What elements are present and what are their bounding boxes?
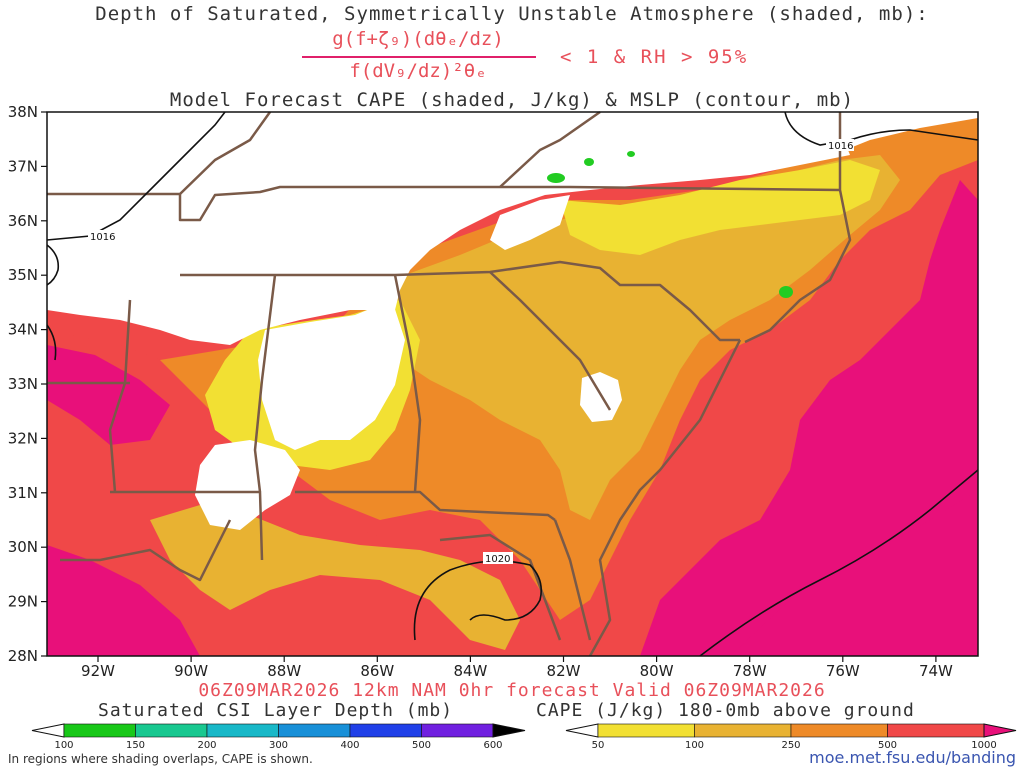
- lon-label: 76W: [826, 662, 860, 680]
- lat-label: 38N: [8, 103, 38, 121]
- colorbar-swatch: [206, 723, 279, 738]
- lat-label: 29N: [8, 593, 38, 611]
- csi-spot: [547, 173, 565, 183]
- colorbar-swatch: [135, 723, 208, 738]
- colorbar-tick-label: 1000: [971, 740, 996, 751]
- lon-label: 90W: [174, 662, 208, 680]
- cape-1000-pocket-north: [47, 345, 170, 445]
- colorbar-end: [31, 723, 65, 738]
- isobar-label: 1020: [485, 554, 510, 565]
- colorbar-swatch: [694, 723, 792, 738]
- overlap-note: In regions where shading overlaps, CAPE …: [8, 752, 313, 766]
- formula-fraction-bar: [302, 56, 536, 58]
- colorbar-swatch: [349, 723, 422, 738]
- colorbar-tick-label: 400: [340, 740, 359, 751]
- no-cape-mississippi: [195, 440, 300, 530]
- colorbar-tick-label: 500: [878, 740, 897, 751]
- colorbar-tick-label: 150: [126, 740, 145, 751]
- colorbar-tick-label: 50: [592, 740, 605, 751]
- lon-label: 78W: [733, 662, 767, 680]
- colorbar-tick-label: 100: [54, 740, 73, 751]
- colorbar-end: [492, 723, 526, 738]
- colorbar-swatch: [597, 723, 695, 738]
- lon-label: 92W: [81, 662, 115, 680]
- formula-numerator: g(f+ζ₉)(dθₑ/dz): [332, 28, 504, 50]
- title-line-1: Depth of Saturated, Symmetrically Unstab…: [95, 3, 929, 25]
- lat-label: 33N: [8, 375, 38, 393]
- lon-label: 88W: [267, 662, 301, 680]
- colorbar-swatch: [278, 723, 351, 738]
- no-cape-carolinas-upstate: [490, 195, 570, 250]
- colorbar-end: [983, 723, 1017, 738]
- cape-1000-pocket-west: [47, 545, 200, 656]
- lat-label: 36N: [8, 212, 38, 230]
- valid-time-line: 06Z09MAR2026 12km NAM 0hr forecast Valid…: [198, 680, 826, 701]
- colorbar-end: [565, 723, 599, 738]
- lat-label: 37N: [8, 157, 38, 175]
- cape-colorbar-title: CAPE (J/kg) 180-0mb above ground: [536, 700, 915, 721]
- cape-colorbar: 50 100 250 500 1000: [565, 723, 1017, 751]
- colorbar-tick-label: 200: [197, 740, 216, 751]
- csi-spot: [627, 151, 635, 157]
- formula-denominator: f(dV₉/dz)²θₑ: [349, 60, 487, 82]
- colorbar-tick-label: 600: [483, 740, 502, 751]
- lat-label: 30N: [8, 538, 38, 556]
- cape-100-250-gulf: [150, 505, 520, 650]
- isobar-label: 1016: [90, 232, 115, 243]
- colorbar-swatch: [421, 723, 494, 738]
- lat-label: 31N: [8, 484, 38, 502]
- csi-colorbar: 100 150 200 300 400 500 600: [31, 723, 526, 751]
- csi-spot: [779, 286, 793, 298]
- colorbar-tick-label: 100: [685, 740, 704, 751]
- isobar-label: 1016: [828, 141, 853, 152]
- lon-label: 86W: [360, 662, 394, 680]
- lon-label: 82W: [547, 662, 581, 680]
- isobar-labels: 1016 1016 1020: [88, 139, 854, 565]
- lon-label: 74W: [919, 662, 953, 680]
- lat-label: 34N: [8, 321, 38, 339]
- lon-label: 84W: [453, 662, 487, 680]
- csi-spot: [584, 158, 594, 166]
- colorbar-tick-label: 500: [412, 740, 431, 751]
- source-url[interactable]: moe.met.fsu.edu/banding: [809, 748, 1016, 767]
- no-cape-north: [47, 112, 850, 345]
- colorbar-tick-label: 250: [781, 740, 800, 751]
- state-borders: [47, 110, 852, 657]
- no-cape-alabama: [258, 300, 405, 450]
- lat-label: 32N: [8, 429, 38, 447]
- longitude-axis: 92W 90W 88W 86W 84W 82W 80W 78W 76W 74W: [81, 656, 953, 680]
- lon-label: 80W: [640, 662, 674, 680]
- colorbar-tick-label: 300: [269, 740, 288, 751]
- title-line-3: Model Forecast CAPE (shaded, J/kg) & MSL…: [169, 89, 855, 111]
- map-shading: [47, 112, 978, 656]
- formula-condition: < 1 & RH > 95%: [560, 46, 749, 68]
- lat-label: 28N: [8, 647, 38, 665]
- csi-colorbar-title: Saturated CSI Layer Depth (mb): [98, 700, 454, 721]
- cape-50-100-carolinas: [560, 160, 880, 255]
- colorbar-swatch: [63, 723, 136, 738]
- colorbar-swatch: [790, 723, 888, 738]
- lat-label: 35N: [8, 266, 38, 284]
- colorbar-swatch: [887, 723, 985, 738]
- latitude-axis: 38N 37N 36N 35N 34N 33N 32N 31N 30N 29N 28N: [8, 103, 47, 665]
- cape-1000-pocket-east: [730, 490, 978, 656]
